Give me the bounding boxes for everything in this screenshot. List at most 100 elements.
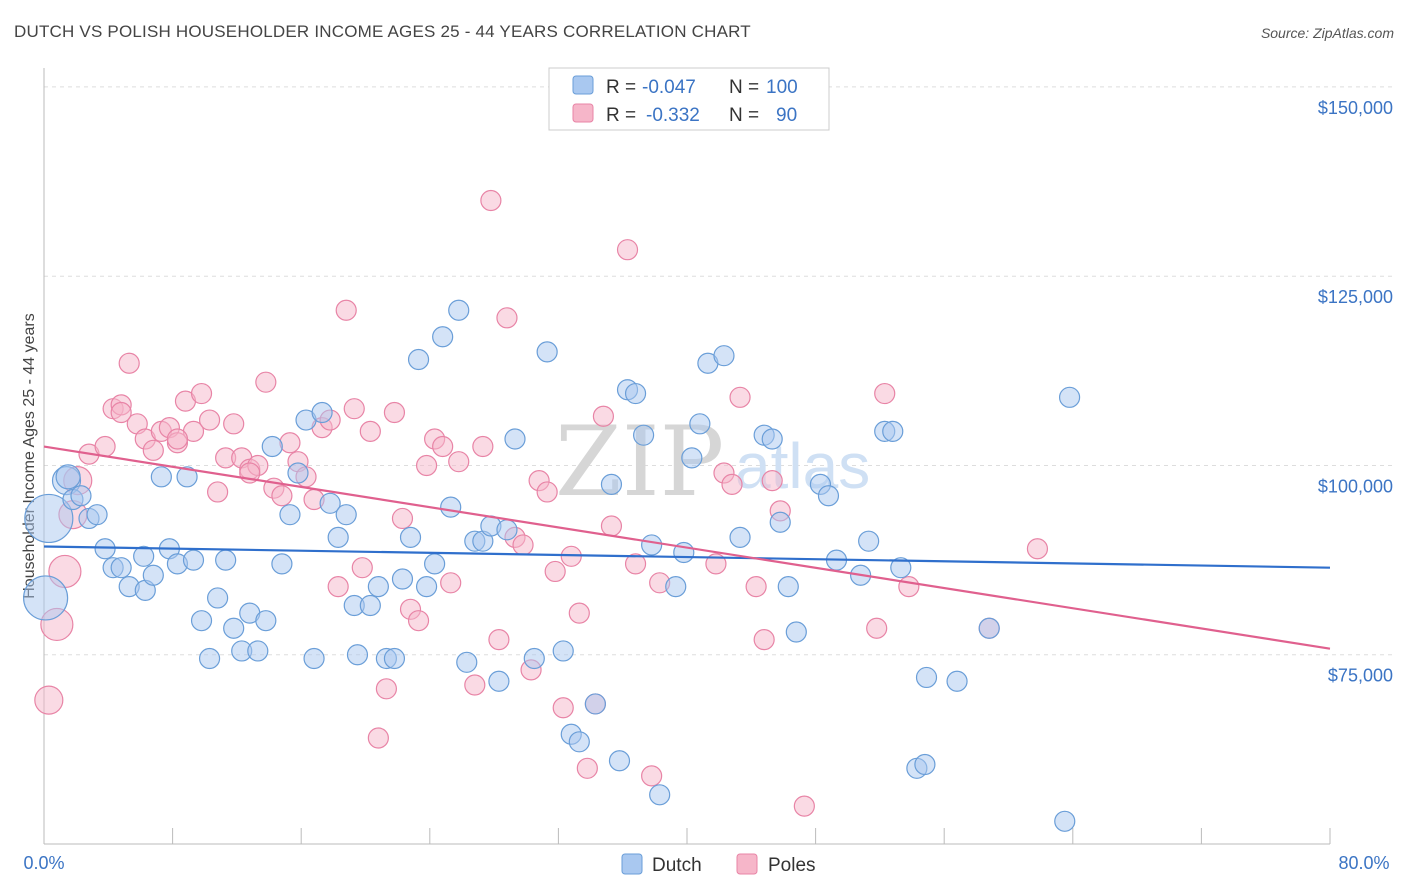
poles-point <box>440 572 462 594</box>
dutch-point <box>915 666 938 689</box>
dutch-point <box>207 587 229 609</box>
poles-point <box>536 481 558 503</box>
bottom-legend-poles: Poles <box>768 855 816 876</box>
dutch-point <box>261 435 283 458</box>
y-axis-label: Householder Income Ages 25 - 44 years <box>21 313 38 599</box>
dutch-point <box>391 568 414 590</box>
dutch-point <box>359 594 381 617</box>
poles-point <box>415 454 438 477</box>
poles-point <box>616 239 639 261</box>
poles-point <box>753 628 775 651</box>
dutch-point <box>55 464 81 490</box>
poles-point <box>432 435 454 458</box>
dutch-point <box>978 617 1000 639</box>
legend-swatch-dutch <box>572 75 594 95</box>
poles-point <box>705 553 727 575</box>
poles-point <box>407 610 430 632</box>
poles-point <box>1026 538 1049 560</box>
dutch-point <box>689 413 711 435</box>
dutch-point <box>24 493 74 544</box>
legend-poles-r-label: R = <box>606 105 636 126</box>
poles-point <box>592 405 615 427</box>
dutch-point <box>142 564 164 586</box>
dutch-point <box>584 693 606 715</box>
dutch-point <box>327 526 349 548</box>
poles-point <box>190 382 213 405</box>
poles-point <box>142 439 164 461</box>
dutch-point <box>536 341 558 363</box>
poles-point <box>729 386 751 408</box>
y-tick-label: $150,000 <box>1318 98 1393 118</box>
dutch-point <box>415 575 438 598</box>
poles-point <box>745 575 767 598</box>
poles-point <box>279 432 301 454</box>
poles-point <box>793 795 815 817</box>
poles-point <box>448 451 470 473</box>
dutch-point <box>523 647 545 670</box>
dutch-point <box>624 382 647 405</box>
x-axis-ticks <box>43 828 1331 844</box>
bottom-legend-swatch-poles <box>736 853 758 875</box>
poles-point <box>375 678 397 700</box>
dutch-point <box>777 575 799 598</box>
poles-point <box>207 481 229 503</box>
dutch-point <box>914 753 936 776</box>
dutch-point <box>785 621 807 643</box>
poles-point <box>391 507 414 530</box>
dutch-point <box>223 617 245 639</box>
chart-source: Source: ZipAtlas.com <box>1260 25 1394 41</box>
dutch-point <box>1058 386 1081 408</box>
poles-point <box>383 401 406 424</box>
dutch-point <box>367 575 389 598</box>
dutch-point <box>432 326 454 348</box>
poles-series <box>34 189 1049 817</box>
dutch-point <box>407 348 430 371</box>
dutch-point <box>86 504 108 526</box>
poles-point <box>166 428 189 450</box>
dutch-point <box>198 647 221 670</box>
dutch-point <box>568 731 590 753</box>
dutch-point <box>632 424 655 446</box>
y-axis-tick-labels: $75,000 $100,000 $125,000 $150,000 <box>1318 98 1393 686</box>
dutch-point <box>448 299 470 321</box>
dutch-point <box>335 504 357 526</box>
dutch-point <box>600 473 623 495</box>
dutch-point <box>70 485 92 507</box>
poles-point <box>624 553 647 575</box>
poles-point <box>480 189 502 212</box>
dutch-point <box>681 447 703 469</box>
poles-point <box>721 473 743 495</box>
dutch-point <box>649 784 671 806</box>
poles-point <box>271 485 293 507</box>
dutch-point <box>858 530 880 552</box>
legend-dutch-r-value: -0.047 <box>642 77 696 98</box>
poles-point <box>367 727 389 749</box>
dutch-point <box>456 651 478 673</box>
dutch-point <box>946 670 968 692</box>
dutch-point <box>665 575 687 598</box>
dutch-point <box>552 640 574 662</box>
dutch-point <box>23 575 69 621</box>
dutch-point <box>713 345 735 367</box>
legend-poles-n-label: N = <box>729 105 759 126</box>
bottom-legend-dutch: Dutch <box>652 855 702 876</box>
poles-point <box>359 420 381 442</box>
dutch-point <box>346 644 369 666</box>
dutch-point <box>279 504 301 526</box>
poles-point <box>327 575 349 598</box>
poles-point <box>512 534 534 556</box>
dutch-point <box>271 553 293 575</box>
dutch-point <box>311 401 333 424</box>
poles-point <box>600 515 623 537</box>
dutch-point <box>133 545 155 567</box>
x-tick-label-min: 0.0% <box>23 853 64 873</box>
dutch-point <box>608 750 631 772</box>
legend-swatch-poles <box>572 103 594 123</box>
dutch-series <box>23 299 1081 832</box>
poles-point <box>568 602 590 624</box>
dutch-point <box>110 557 132 579</box>
poles-point <box>351 557 373 579</box>
dutch-trend-line <box>43 545 1331 569</box>
legend-dutch-n-value: 100 <box>766 77 798 98</box>
